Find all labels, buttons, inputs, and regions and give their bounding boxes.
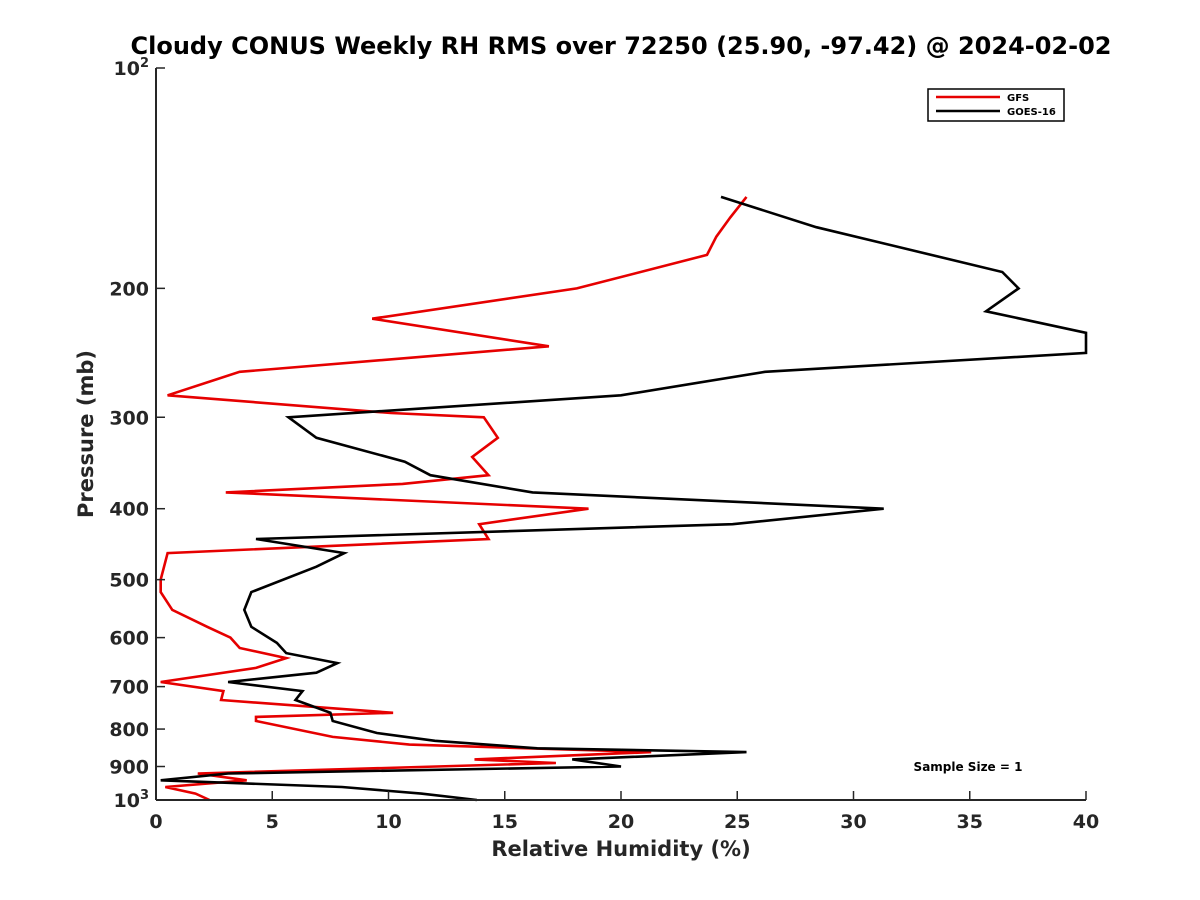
y-tick-label: 103	[114, 788, 150, 812]
y-tick-label: 900	[109, 757, 149, 779]
x-axis-label: Relative Humidity (%)	[491, 837, 750, 861]
legend-label-goes-16: GOES-16	[1007, 107, 1056, 118]
x-tick-label: 35	[957, 811, 983, 833]
chart-title: Cloudy CONUS Weekly RH RMS over 72250 (2…	[131, 32, 1112, 60]
x-tick-label: 20	[608, 811, 634, 833]
y-ticks: 102 200 300 400 500 600 700 800 900 103	[109, 56, 165, 812]
x-tick-label: 5	[266, 811, 279, 833]
x-tick-label: 25	[724, 811, 750, 833]
x-tick-label: 15	[492, 811, 518, 833]
x-tick-label: 0	[149, 811, 162, 833]
x-tick-label: 30	[840, 811, 866, 833]
y-tick-label: 200	[109, 278, 149, 300]
x-tick-label: 10	[375, 811, 401, 833]
y-axis-label: Pressure (mb)	[74, 350, 98, 518]
sample-size-annotation: Sample Size = 1	[914, 760, 1023, 774]
y-tick-label: 700	[109, 677, 149, 699]
y-tick-label: 500	[109, 570, 149, 592]
legend-label-gfs: GFS	[1007, 93, 1029, 104]
y-tick-label: 800	[109, 719, 149, 741]
y-tick-label: 400	[109, 499, 149, 521]
y-tick-label: 300	[109, 407, 149, 429]
legend: GFS GOES-16	[927, 88, 1065, 122]
series-layer	[159, 195, 1088, 802]
y-tick-label: 102	[114, 56, 150, 80]
x-tick-label: 40	[1073, 811, 1099, 833]
x-ticks: 0 5 10 15 20 25 30 35 40	[149, 791, 1099, 833]
y-tick-label: 600	[109, 628, 149, 650]
legend-box	[927, 88, 1065, 122]
series-line-goes-16	[160, 195, 1088, 802]
